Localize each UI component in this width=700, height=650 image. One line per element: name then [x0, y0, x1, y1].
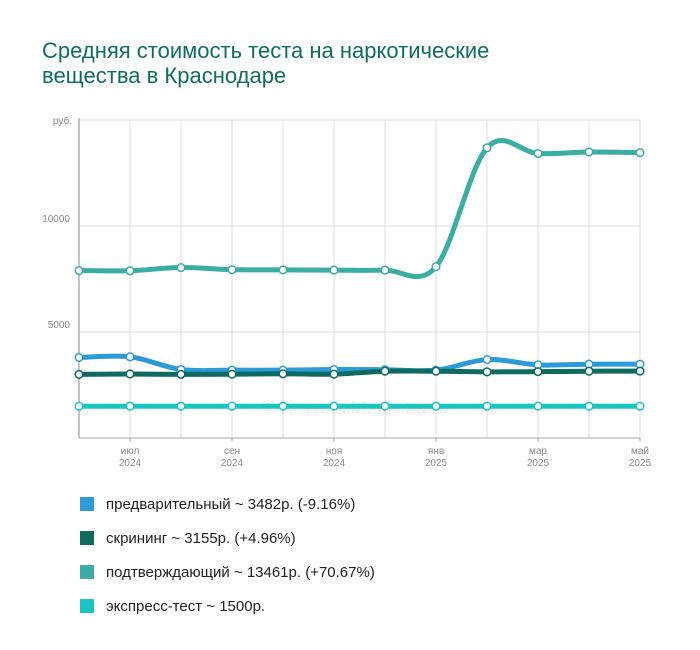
data-point [278, 401, 288, 411]
y-unit-label: руб. [53, 115, 72, 127]
y-tick-label: 10000 [42, 214, 70, 225]
data-point [329, 369, 339, 379]
data-point [431, 401, 441, 411]
series-line [76, 368, 643, 377]
data-point [584, 401, 594, 411]
data-point [125, 352, 135, 362]
data-point [482, 401, 492, 411]
data-point [431, 366, 441, 376]
legend-swatch [80, 565, 94, 579]
line-chart: 500010000руб.июл2024сен2024ноя2024янв202… [42, 115, 652, 469]
series-line [76, 353, 643, 374]
x-tick-label-month: мар [529, 446, 547, 457]
data-point [278, 369, 288, 379]
data-point [176, 369, 186, 379]
legend-label: подтверждающий ~ 13461р. (+70.67%) [106, 563, 375, 581]
legend-swatch [80, 599, 94, 613]
data-point [329, 401, 339, 411]
x-tick-label-month: ноя [326, 446, 343, 457]
legend-label: скрининг ~ 3155р. (+4.96%) [106, 529, 296, 547]
data-point [431, 262, 441, 272]
y-tick-label: 5000 [48, 320, 71, 331]
legend-item-express-test[interactable]: экспресс-тест ~ 1500р. [80, 589, 375, 623]
data-point [482, 367, 492, 377]
data-point [227, 401, 237, 411]
data-point [635, 366, 645, 376]
x-tick-label-year: 2025 [629, 458, 652, 469]
legend-label: экспресс-тест ~ 1500р. [106, 597, 266, 615]
data-point [125, 266, 135, 276]
x-tick-label-year: 2024 [323, 458, 346, 469]
data-point [329, 265, 339, 275]
data-point [125, 401, 135, 411]
x-tick-label-month: май [631, 446, 649, 457]
title-line-1: Средняя стоимость теста на наркотические [42, 38, 490, 63]
legend-item-screening[interactable]: скрининг ~ 3155р. (+4.96%) [80, 521, 375, 555]
data-point [74, 265, 84, 276]
data-point [176, 401, 186, 411]
series-line [76, 138, 643, 280]
data-point [74, 369, 84, 379]
data-point [227, 265, 237, 275]
data-point [584, 366, 594, 376]
data-point [278, 265, 288, 275]
x-tick-label-month: сен [224, 446, 240, 457]
x-tick-label-year: 2025 [425, 458, 448, 469]
x-tick-label-year: 2024 [221, 458, 244, 469]
data-point [533, 401, 543, 411]
title-line-2: вещества в Краснодаре [42, 63, 287, 88]
legend-item-preliminary[interactable]: предварительный ~ 3482р. (-9.16%) [80, 487, 375, 521]
legend-swatch [80, 497, 94, 511]
data-point [227, 369, 237, 379]
data-point [380, 265, 390, 275]
data-point [635, 148, 645, 158]
legend-label: предварительный ~ 3482р. (-9.16%) [106, 495, 356, 513]
x-tick-label-month: июл [121, 446, 140, 457]
data-point [74, 352, 84, 362]
legend-swatch [80, 531, 94, 545]
data-point [125, 369, 135, 379]
data-point [482, 355, 492, 365]
data-point [176, 263, 186, 273]
data-point [635, 401, 645, 411]
x-tick-label-year: 2024 [119, 458, 142, 469]
data-point [482, 143, 492, 153]
x-tick-label-month: янв [428, 446, 444, 457]
data-point [380, 401, 390, 411]
legend-item-confirmatory[interactable]: подтверждающий ~ 13461р. (+70.67%) [80, 555, 375, 589]
chart-title: Средняя стоимость теста на наркотические… [42, 38, 642, 88]
legend: предварительный ~ 3482р. (-9.16%) скрини… [80, 487, 375, 623]
data-point [533, 148, 543, 159]
data-point [380, 366, 390, 376]
data-point [584, 147, 594, 157]
data-point [533, 367, 543, 377]
x-tick-label-year: 2025 [527, 458, 550, 469]
data-point [74, 401, 84, 411]
